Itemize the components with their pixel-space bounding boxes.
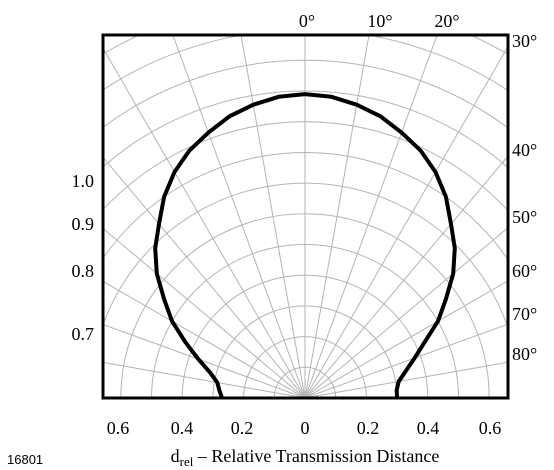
grid-arc [103,90,508,169]
transmission-curve [153,92,457,398]
grid-spoke [304,35,370,398]
angle-label: 40° [512,140,537,160]
x-axis-label: drel – Relative Transmission Distance [171,446,440,469]
grid-spoke [304,280,508,398]
radial-label: 0.9 [72,214,95,234]
grid-spoke [103,156,306,398]
angle-label: 70° [512,304,537,324]
angle-label: 10° [367,11,392,31]
x-tick-label: 0.2 [231,418,254,438]
radial-label: 1.0 [72,171,95,191]
grid-spoke [103,227,306,398]
grid-spoke [240,35,306,398]
radial-label: 0.8 [72,261,95,281]
plot-frame [101,33,510,400]
grid-spoke [103,47,306,398]
grid-spoke [304,361,508,398]
x-tick-label: 0.6 [479,418,502,438]
polar-grid [103,35,508,398]
angle-label: 30° [512,31,537,51]
grid-spoke [103,280,306,398]
x-tick-label: 0.2 [357,418,380,438]
angle-label: 0° [299,11,315,31]
x-tick-label: 0.6 [107,418,130,438]
grid-spoke [304,35,438,398]
figure-id: 16801 [7,452,43,467]
chart-labels: 0.6 0.4 0.2 0 0.2 0.4 0.6 0° 10° 20° 30° 40° 50° 60° 7… [72,11,538,438]
x-tick-label: 0.4 [417,418,440,438]
x-tick-label: 0.4 [171,418,194,438]
x-tick-label: 0 [301,418,310,438]
transmission-curve-layer [153,92,457,398]
grid-spoke [172,35,306,398]
angle-label: 50° [512,207,537,227]
grid-spoke [304,155,508,398]
angle-label: 80° [512,344,537,364]
grid-spoke [103,361,306,398]
x-axis-label-subscript: rel [180,454,194,469]
angle-label: 60° [512,261,537,281]
x-axis-label-text: – Relative Transmission Distance [193,446,439,466]
grid-spoke [304,45,508,398]
angle-label: 20° [434,11,459,31]
grid-spoke [304,227,508,398]
radial-label: 0.7 [72,324,95,344]
